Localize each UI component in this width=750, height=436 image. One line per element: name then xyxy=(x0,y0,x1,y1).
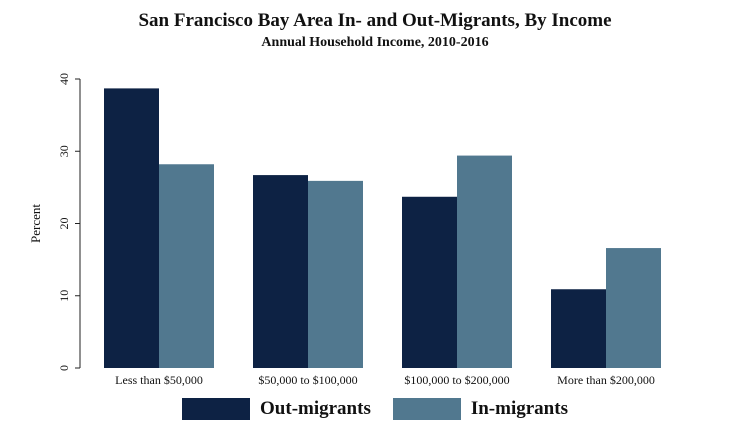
y-axis-label: Percent xyxy=(28,204,43,243)
chart-title: San Francisco Bay Area In- and Out-Migra… xyxy=(138,10,612,31)
y-tick-label: 10 xyxy=(57,290,71,302)
legend-label-out-migrants: Out-migrants xyxy=(260,398,371,419)
legend-label-in-migrants: In-migrants xyxy=(470,398,568,419)
legend-swatch-out-migrants xyxy=(182,398,251,420)
x-tick-label: More than $200,000 xyxy=(557,373,655,387)
legend-item-out-migrants: Out-migrants xyxy=(182,398,371,420)
bar-in-migrants xyxy=(457,155,512,368)
legend-swatch-in-migrants xyxy=(392,398,461,420)
y-tick-label: 20 xyxy=(57,218,71,230)
x-tick-label: $50,000 to $100,000 xyxy=(258,373,357,387)
bar-out-migrants xyxy=(104,88,159,368)
y-tick-label: 30 xyxy=(57,145,71,157)
y-tick-label: 0 xyxy=(57,365,71,371)
bar-in-migrants xyxy=(308,180,363,368)
legend-item-in-migrants: In-migrants xyxy=(392,398,568,420)
x-tick-label: $100,000 to $200,000 xyxy=(404,373,509,387)
bar-in-migrants xyxy=(159,164,214,368)
chart-subtitle: Annual Household Income, 2010-2016 xyxy=(261,35,489,50)
bar-out-migrants xyxy=(551,289,606,368)
y-tick-label: 40 xyxy=(57,73,71,85)
bar-in-migrants xyxy=(606,248,661,368)
legend: Out-migrants In-migrants xyxy=(0,398,750,420)
x-tick-label: Less than $50,000 xyxy=(115,373,203,387)
bar-out-migrants xyxy=(402,196,457,368)
bar-out-migrants xyxy=(253,175,308,368)
